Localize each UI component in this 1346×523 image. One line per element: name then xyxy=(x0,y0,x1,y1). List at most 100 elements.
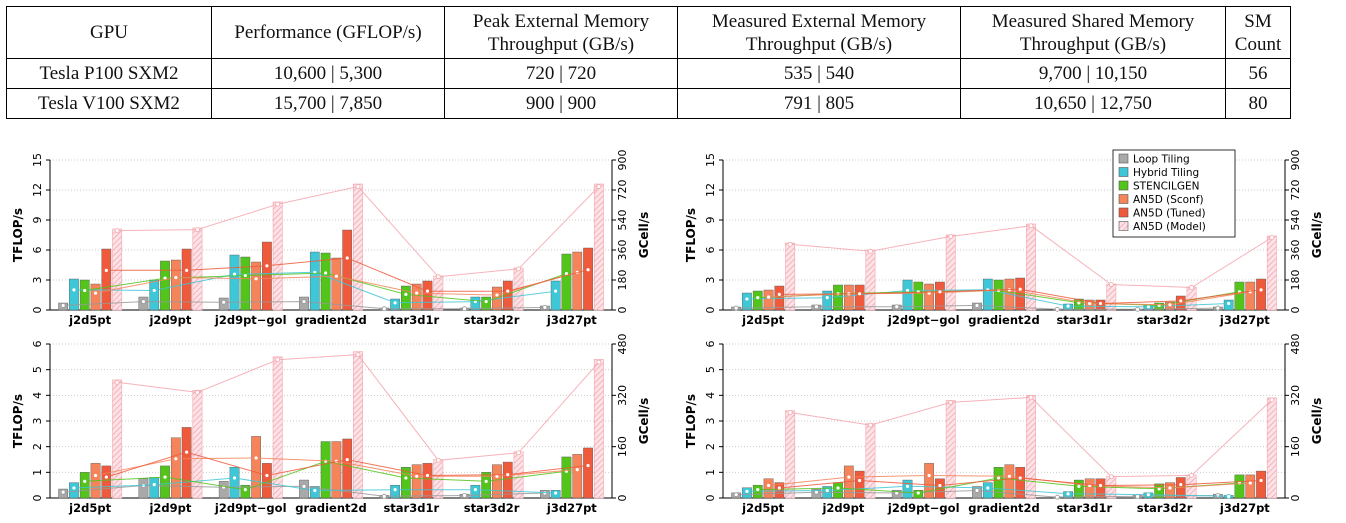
series-marker-stencilgen xyxy=(483,299,489,304)
series-marker-sconf xyxy=(574,467,580,473)
bar-stencilgen xyxy=(401,285,411,311)
series-marker-model xyxy=(1108,474,1114,480)
series-marker-hybrid xyxy=(553,288,559,294)
series-marker-tuned xyxy=(776,485,782,491)
series-marker-tuned xyxy=(1258,478,1264,483)
x-tick-label: star3d1r xyxy=(1056,313,1112,327)
bar-tuned xyxy=(583,247,593,311)
series-marker-model xyxy=(516,266,521,272)
series-marker-sconf xyxy=(766,483,771,488)
series-marker-sconf xyxy=(333,273,339,279)
bar-model xyxy=(1266,397,1277,499)
series-marker-model xyxy=(195,389,200,395)
bar-hybrid xyxy=(229,254,240,311)
bar-sconf xyxy=(763,478,774,499)
series-marker-sconf xyxy=(414,290,420,296)
bar-stencilgen xyxy=(481,472,492,499)
series-marker-loop xyxy=(1054,494,1060,500)
bar-sconf xyxy=(90,283,101,311)
y-tick-label: 3 xyxy=(31,277,44,284)
series-marker-model xyxy=(195,227,200,233)
series-marker-model xyxy=(596,184,602,189)
series-marker-tuned xyxy=(937,289,943,295)
bar-hybrid xyxy=(742,292,752,311)
series-marker-loop xyxy=(974,488,980,493)
bar-model xyxy=(272,356,283,499)
series-marker-tuned xyxy=(344,255,350,261)
chart-bottom-right: 0 1 2 3 4 5 6 0 160 320 480 TFLOP/s GCell/s j2d5pt j2d… xyxy=(684,334,1324,516)
bar-model xyxy=(785,242,796,311)
y2-axis-title: GCell/s xyxy=(1310,212,1324,259)
header-measured-external-memory: Measured External Memory Throughput (GB/s… xyxy=(677,6,961,59)
bar-hybrid xyxy=(149,477,160,499)
bar-sconf xyxy=(924,283,934,311)
x-tick-label: j2d9pt−gol xyxy=(887,313,960,327)
bar-sconf xyxy=(331,257,342,311)
x-tick-label: j2d9pt xyxy=(821,313,864,327)
x-tick-label: gradient2d xyxy=(295,313,367,327)
bar-sconf xyxy=(843,284,854,311)
y2-tick-label: 900 xyxy=(1289,150,1302,171)
x-tick-label: star3d1r xyxy=(1056,501,1112,515)
series-marker-tuned xyxy=(103,267,109,273)
bar-tuned xyxy=(101,248,112,311)
series-marker-loop xyxy=(381,306,387,312)
bar-stencilgen xyxy=(79,472,90,499)
series-marker-loop xyxy=(462,306,467,312)
table-row: Tesla V100 SXM2 15,700 | 7,850 900 | 900… xyxy=(6,88,1291,119)
series-marker-model xyxy=(275,357,281,363)
y-tick-label: 0 xyxy=(704,307,717,314)
y-tick-label: 15 xyxy=(31,153,44,167)
legend-swatch-stencilgen xyxy=(1118,180,1129,191)
y-tick-label: 5 xyxy=(704,366,717,373)
legend-label-tuned: AN5D (Tuned) xyxy=(1133,208,1206,220)
x-tick-label: j2d5pt xyxy=(68,313,111,327)
legend-label-sconf: AN5D (Sconf) xyxy=(1133,194,1204,206)
y-tick-label: 6 xyxy=(704,341,717,348)
bar-stencilgen xyxy=(993,279,1004,311)
series-marker-stencilgen xyxy=(483,478,489,484)
bar-tuned xyxy=(583,447,593,499)
bar-hybrid xyxy=(902,479,913,499)
gpu-spec-table: GPU Performance (GFLOP/s) Peak External … xyxy=(6,6,1291,119)
cell-gpu: Tesla P100 SXM2 xyxy=(6,58,212,89)
series-marker-tuned xyxy=(585,463,591,468)
chart-panel-top-left: 0 3 6 9 12 15 0 180 360 540 720 900 TFLOP/s GCell/s j2… xyxy=(0,148,673,335)
y2-tick-label: 0 xyxy=(1289,495,1302,502)
y2-tick-label: 720 xyxy=(616,180,629,201)
x-tick-label: j2d9pt−gol xyxy=(214,501,287,515)
series-marker-model xyxy=(1269,235,1275,240)
series-marker-sconf xyxy=(766,294,771,300)
x-tick-label: j2d5pt xyxy=(68,501,111,515)
y-tick-label: 15 xyxy=(704,153,717,167)
bar-stencilgen xyxy=(1074,479,1084,499)
bar-sconf xyxy=(763,289,774,311)
bar-model xyxy=(865,249,876,311)
cell-measured-shared: 9,700 | 10,150 xyxy=(960,58,1226,89)
series-marker-stencilgen xyxy=(403,475,409,481)
x-tick-label: star3d1r xyxy=(383,501,439,515)
legend-label-stencilgen: STENCILGEN xyxy=(1133,181,1199,193)
bar-sconf xyxy=(411,464,422,499)
series-marker-tuned xyxy=(1178,298,1184,304)
y-tick-label: 0 xyxy=(31,495,44,502)
y2-tick-label: 720 xyxy=(1289,180,1302,201)
series-marker-hybrid xyxy=(1065,491,1071,497)
bar-model xyxy=(353,183,363,311)
bar-model xyxy=(353,351,363,499)
bar-hybrid xyxy=(229,466,240,499)
chart-top-left: 0 3 6 9 12 15 0 180 360 540 720 900 TFLOP/s GCell/s j2… xyxy=(11,150,651,328)
y2-tick-label: 540 xyxy=(616,210,629,231)
series-marker-sconf xyxy=(414,473,420,479)
chart-panel-top-right: 0 3 6 9 12 15 0 180 360 540 720 900 TFLOP/s GCell/s j2… xyxy=(673,148,1346,335)
series-marker-hybrid xyxy=(151,288,157,293)
y2-tick-label: 360 xyxy=(1289,240,1302,261)
cell-peak-external: 720 | 720 xyxy=(444,58,678,89)
bar-tuned xyxy=(854,470,865,499)
series-marker-sconf xyxy=(846,474,852,480)
y2-tick-label: 480 xyxy=(616,334,629,355)
series-marker-tuned xyxy=(184,449,190,455)
legend-label-hybrid: Hybrid Tiling xyxy=(1133,167,1199,179)
y-tick-label: 0 xyxy=(704,495,717,502)
series-marker-loop xyxy=(301,299,307,304)
